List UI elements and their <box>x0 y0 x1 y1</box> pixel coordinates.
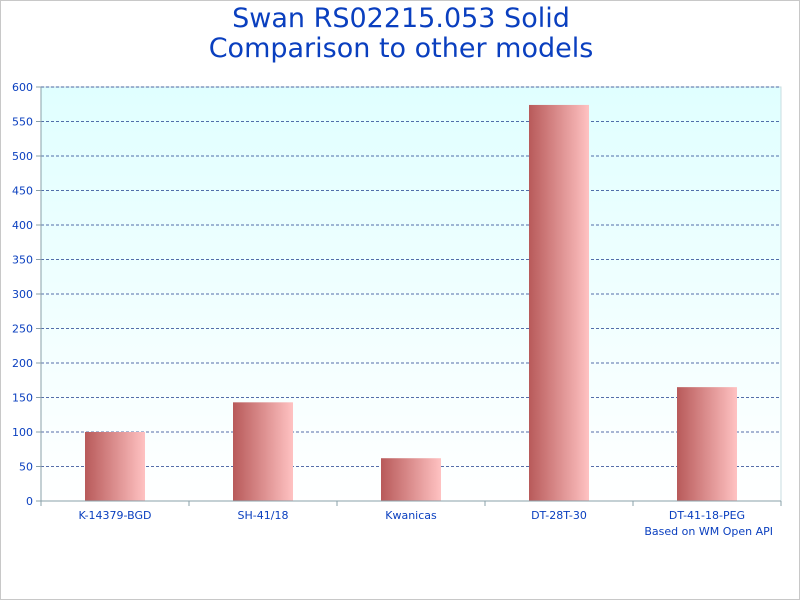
credit-text: Based on WM Open API <box>644 525 773 538</box>
y-tick-label: 300 <box>12 288 33 301</box>
y-tick-label: 600 <box>12 81 33 94</box>
x-tick-label: K-14379-BGD <box>79 509 152 522</box>
bar-k-14379-bgd <box>85 432 145 501</box>
x-tick-label: DT-28T-30 <box>531 509 587 522</box>
y-tick-label: 50 <box>19 461 33 474</box>
y-axis-labels: 0 50 100 150 200 250 300 350 400 450 500 550 600 <box>12 81 41 508</box>
chart-subtitle: Comparison to other models <box>208 33 594 64</box>
chart-title: Swan RS02215.053 Solid <box>232 3 570 34</box>
x-tick-label: SH-41/18 <box>238 509 289 522</box>
bar-dt-41-18-peg <box>677 387 737 501</box>
x-axis-labels: K-14379-BGD SH-41/18 Kwanicas DT-28T-30 DT-4… <box>79 509 746 522</box>
y-tick-label: 100 <box>12 426 33 439</box>
y-tick-label: 450 <box>12 185 33 198</box>
bar-kwanicas <box>381 458 441 501</box>
y-tick-label: 250 <box>12 323 33 336</box>
y-tick-label: 0 <box>26 495 33 508</box>
y-tick-label: 200 <box>12 357 33 370</box>
bar-sh-41-18 <box>233 402 293 501</box>
bars <box>85 104 737 501</box>
y-tick-label: 550 <box>12 116 33 129</box>
y-tick-label: 150 <box>12 392 33 405</box>
x-tick-label: DT-41-18-PEG <box>669 509 745 522</box>
y-tick-label: 400 <box>12 219 33 232</box>
y-tick-label: 350 <box>12 254 33 267</box>
x-tick-label: Kwanicas <box>385 509 437 522</box>
bar-dt-28t-30 <box>529 104 589 501</box>
y-tick-label: 500 <box>12 150 33 163</box>
grid-lines <box>41 86 781 467</box>
